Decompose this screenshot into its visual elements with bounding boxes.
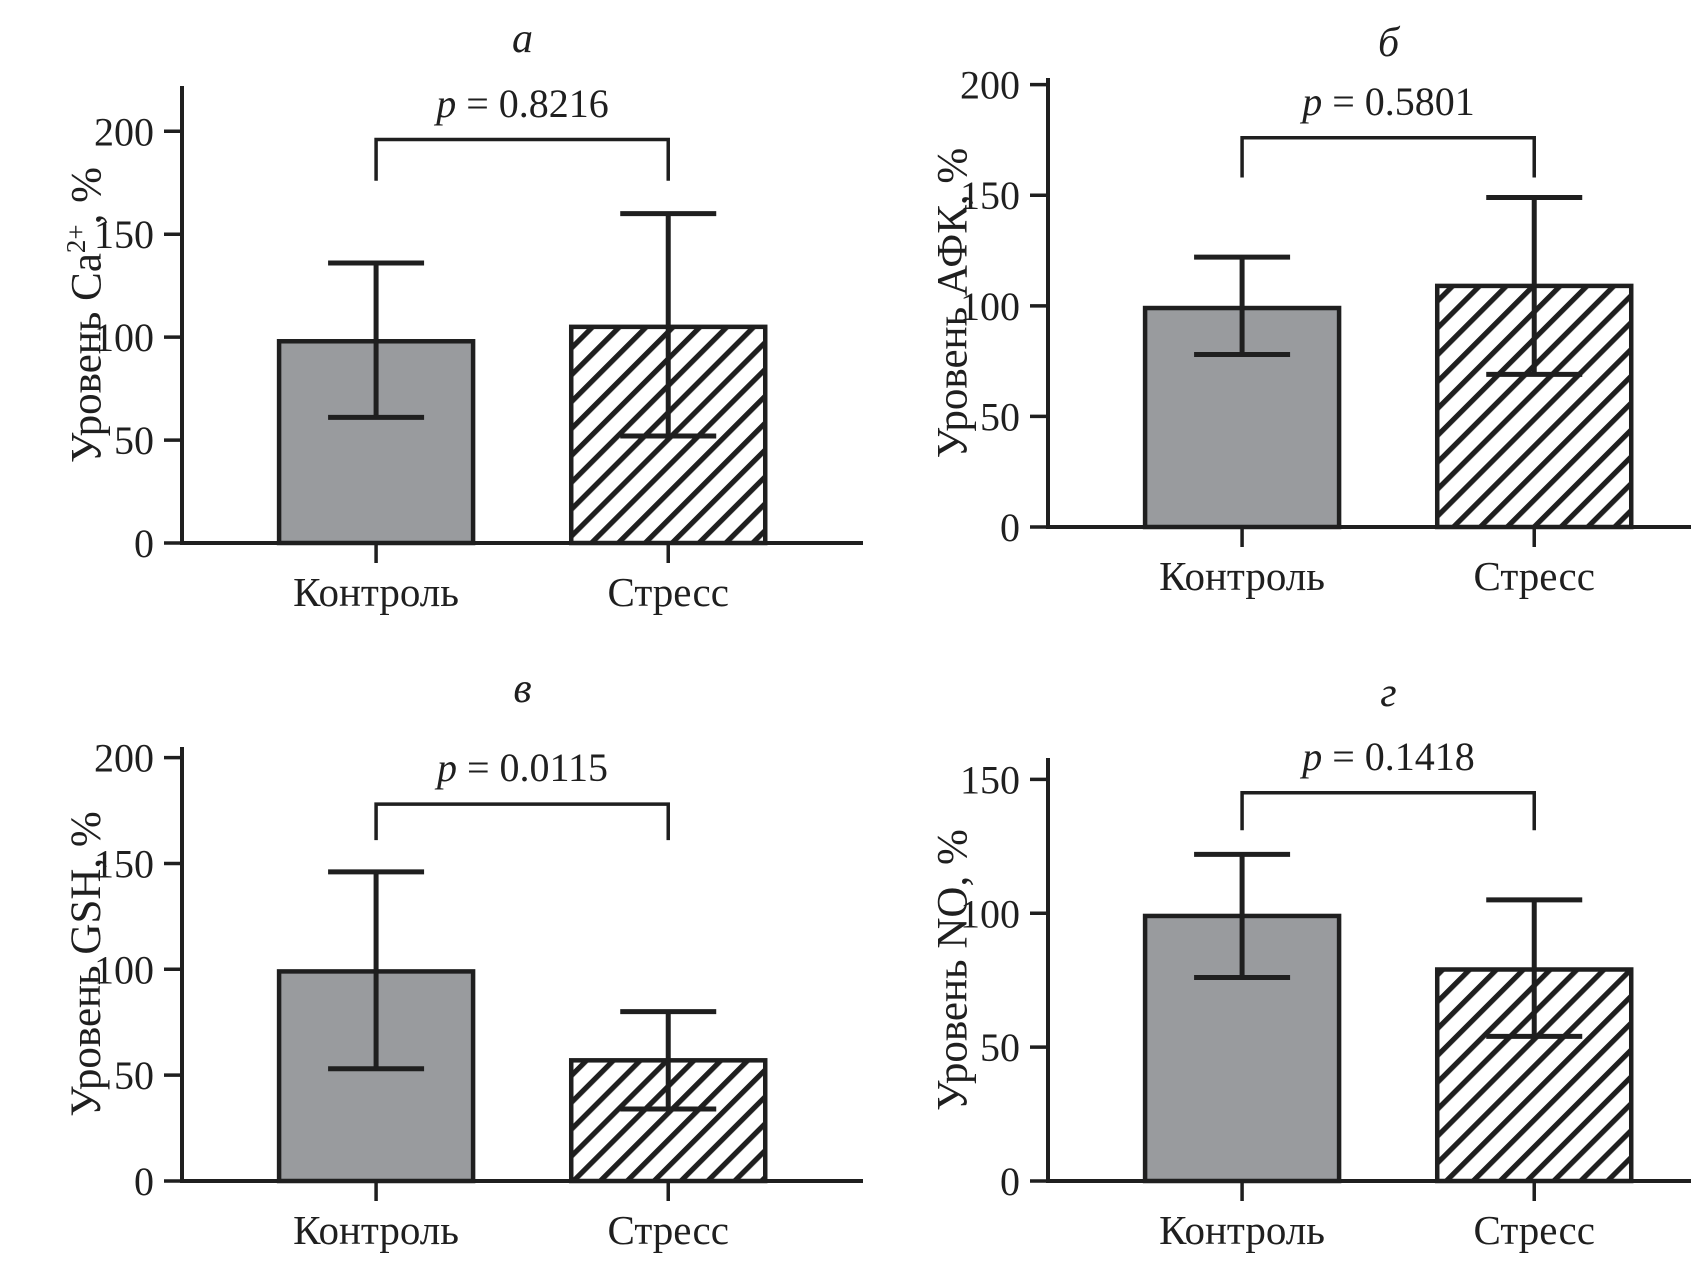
panel-a: 0 50 100 150 200 а p = 0.8216 Уровень Ca2+, …	[40, 16, 885, 636]
y-tick-label: 200	[960, 63, 1020, 108]
x-category-label-stress: Стресс	[1473, 1207, 1595, 1253]
y-tick-label: 200	[94, 736, 154, 781]
y-tick-label: 50	[980, 1025, 1020, 1070]
y-axis-label: Уровень NO, %	[923, 758, 983, 1181]
x-category-label-control: Контроль	[1159, 1207, 1325, 1253]
y-axis-label: Уровень GSH, %	[57, 747, 117, 1181]
y-tick-label: 100	[94, 315, 154, 360]
panel-b-plot: 0 50 100 150 200	[960, 63, 1691, 550]
y-tick-label: 50	[980, 394, 1020, 439]
p-value-text: = 0.8216	[456, 80, 609, 126]
y-axis-label-superscript: 2+	[60, 223, 91, 253]
x-category-label-stress: Стресс	[1473, 553, 1595, 599]
y-tick-label: 150	[94, 841, 154, 886]
y-tick-label: 0	[134, 1159, 154, 1204]
error-bar	[328, 260, 425, 420]
error-bar	[1486, 194, 1583, 377]
significance-bracket	[1240, 791, 1536, 831]
y-tick-label: 100	[960, 891, 1020, 936]
y-axis-label: Уровень Ca2+, %	[57, 86, 117, 543]
panel-v: 0 50 100 150 200 в p = 0.0115 Уровень GSH, %…	[40, 636, 885, 1271]
y-tick-label: 150	[94, 212, 154, 257]
panel-title: в	[513, 666, 532, 712]
panel-title: б	[1377, 20, 1400, 66]
panel-b: 0 50 100 150 200 б p = 0.5801 Уровень АФК, %…	[886, 16, 1691, 636]
y-tick-label: 50	[114, 418, 154, 463]
panel-g: 0 50 100 150 г p = 0.1418 Уровень NO, % Кон…	[886, 636, 1691, 1271]
p-symbol: p	[1302, 733, 1323, 779]
error-bar	[1194, 851, 1291, 981]
y-axis-label-text: , %	[63, 166, 110, 224]
x-category-label-control: Контроль	[293, 1207, 459, 1253]
significance-bracket	[374, 137, 670, 181]
y-axis-label: Уровень АФК, %	[923, 78, 983, 527]
p-symbol: p	[436, 745, 457, 791]
y-tick-label: 0	[1000, 505, 1020, 550]
x-category-label-control: Контроль	[293, 569, 459, 615]
p-value-text: = 0.0115	[456, 745, 609, 791]
y-tick-label: 150	[960, 757, 1020, 802]
p-value-label: p = 0.5801	[1139, 78, 1639, 124]
significance-bracket	[1240, 135, 1536, 178]
p-value-label: p = 0.0115	[273, 746, 773, 790]
p-value-label: p = 0.1418	[1139, 733, 1639, 779]
y-tick-label: 0	[1000, 1159, 1020, 1204]
y-tick-label: 50	[114, 1053, 154, 1098]
panel-v-plot: 0 50 100 150 200	[94, 736, 863, 1204]
panel-title: а	[512, 16, 533, 62]
panel-title: г	[1380, 670, 1397, 716]
error-bar	[328, 869, 425, 1072]
y-axis-label-text: Уровень NO, %	[929, 828, 976, 1111]
y-axis-label-text: Уровень АФК, %	[929, 147, 976, 458]
y-tick-label: 200	[94, 109, 154, 154]
x-category-label-control: Контроль	[1159, 553, 1325, 599]
p-value-label: p = 0.8216	[273, 80, 773, 126]
x-category-label-stress: Стресс	[607, 569, 729, 615]
error-bar	[1194, 254, 1291, 357]
p-value-text: = 0.5801	[1322, 78, 1475, 124]
y-tick-label: 100	[94, 947, 154, 992]
error-bar	[620, 1009, 717, 1112]
x-category-label-stress: Стресс	[607, 1207, 729, 1253]
panel-a-plot: 0 50 100 150 200	[94, 86, 863, 566]
p-value-text: = 0.1418	[1322, 733, 1475, 779]
y-axis-label-text: Уровень Ca	[63, 252, 110, 463]
y-tick-label: 100	[960, 284, 1020, 329]
p-symbol: p	[1302, 78, 1323, 124]
significance-bracket	[374, 802, 670, 841]
p-symbol: p	[436, 80, 457, 126]
y-tick-label: 150	[960, 173, 1020, 218]
panel-g-plot: 0 50 100 150	[960, 757, 1691, 1204]
y-axis-label-text: Уровень GSH, %	[63, 811, 110, 1117]
y-tick-label: 0	[134, 521, 154, 566]
error-bar	[1486, 897, 1583, 1039]
error-bar	[620, 211, 717, 439]
